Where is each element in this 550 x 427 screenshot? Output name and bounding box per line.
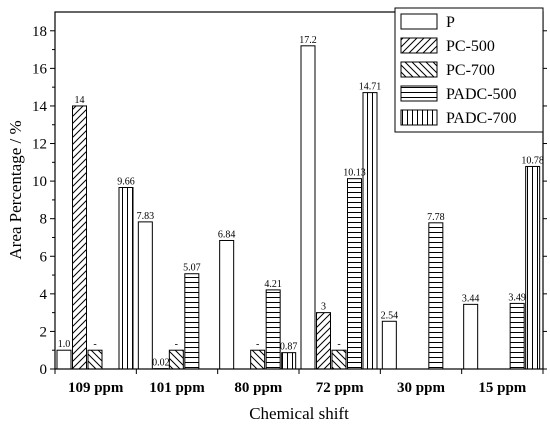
y-axis-title: Area Percentage / %	[6, 120, 25, 259]
y-tick-label-10: 10	[32, 174, 47, 190]
axes: 0 2 4 6 8 10 12 14 16 18 109 ppm 101 ppm 80 ppm 72 pp…	[32, 11, 547, 396]
data-label-p-2: 6.84	[218, 229, 236, 240]
legend-label-p: P	[446, 14, 455, 31]
data-label-pc-700-2: -	[256, 339, 259, 350]
data-label-padc-500-3: 10.13	[343, 168, 366, 179]
bar-padc-500-4	[428, 222, 444, 370]
data-label-padc-500-2: 4.21	[264, 279, 282, 290]
data-label-padc-700-2: 0.87	[280, 342, 298, 353]
data-label-padc-500-5: 3.49	[508, 292, 526, 303]
bar-p-2	[219, 239, 235, 370]
bar-pc-700-3	[331, 349, 347, 370]
legend-label-pc-500: PC-500	[446, 38, 495, 55]
x-tick-label-3: 72 ppm	[316, 380, 364, 396]
legend-label-pc-700: PC-700	[446, 62, 495, 79]
data-label-padc-500-4: 7.78	[427, 212, 445, 223]
bar-pc-500-0	[72, 105, 87, 370]
data-label-pc-500-0: 14	[75, 95, 85, 106]
data-label-pc-500-3: 3	[321, 302, 326, 313]
data-label-p-0: 1.0	[58, 339, 71, 350]
bar-p-1	[137, 221, 153, 370]
data-label-p-3: 17.2	[299, 35, 317, 46]
bar-padc-700-5	[525, 165, 541, 370]
data-label-pc-500-1: 0.02	[152, 358, 170, 369]
legend-items: P PC-500 PC-700 PADC-500 PADC-700	[400, 13, 517, 127]
legend-swatch-pc-500	[400, 37, 438, 54]
y-tick-label-4: 4	[40, 287, 48, 303]
y-tick-label-0: 0	[40, 362, 48, 378]
legend-swatch-pc-700	[400, 61, 438, 78]
data-label-pc-700-3: -	[337, 339, 340, 350]
data-label-padc-500-1: 5.07	[183, 263, 201, 274]
data-label-padc-700-5: 10.78	[521, 155, 544, 166]
data-label-p-4: 2.54	[381, 310, 399, 321]
bar-p-4	[381, 320, 397, 370]
legend-label-padc-500: PADC-500	[446, 86, 517, 103]
data-label-pc-700-0: -	[93, 339, 96, 350]
bars-layer	[56, 45, 541, 370]
legend-swatch-padc-500	[400, 85, 438, 102]
bar-p-5	[463, 303, 479, 370]
x-axis-title: Chemical shift	[249, 404, 349, 423]
y-tick-label-2: 2	[40, 324, 48, 340]
x-tick-label-2: 80 ppm	[234, 380, 282, 396]
data-label-padc-700-3: 14.71	[359, 82, 382, 93]
bar-pc-700-1	[168, 349, 184, 370]
legend-label-padc-700: PADC-700	[446, 110, 517, 127]
bar-padc-500-3	[347, 178, 362, 370]
y-tick-label-6: 6	[40, 249, 48, 265]
bar-pc-700-0	[87, 349, 103, 370]
data-label-pc-700-1: -	[175, 339, 178, 350]
bar-padc-500-1	[184, 273, 200, 370]
y-tick-label-8: 8	[40, 212, 48, 228]
x-tick-label-4: 30 ppm	[397, 380, 445, 396]
bar-padc-500-5	[509, 302, 525, 370]
y-tick-label-16: 16	[32, 61, 48, 77]
data-label-p-5: 3.44	[462, 293, 480, 304]
bar-padc-700-3	[362, 92, 378, 370]
data-label-padc-700-0: 9.66	[117, 176, 135, 187]
bar-padc-500-2	[265, 289, 281, 370]
bar-p-0	[56, 349, 72, 370]
legend-swatch-padc-700	[400, 109, 438, 126]
bar-p-3	[300, 45, 316, 370]
bar-padc-700-2	[281, 352, 297, 370]
data-labels-layer: 1.0 7.83 6.84 17.2 2.54 3.44 14 0.02 3 - - - - 5.07 4.…	[58, 35, 544, 369]
y-tick-label-18: 18	[32, 24, 47, 40]
x-tick-label-1: 101 ppm	[149, 380, 205, 396]
x-tick-label-5: 15 ppm	[478, 380, 526, 396]
bar-padc-700-0	[118, 186, 134, 370]
data-label-p-1: 7.83	[137, 211, 155, 222]
bar-pc-700-2	[250, 349, 266, 370]
x-tick-label-0: 109 ppm	[68, 380, 124, 396]
y-tick-label-14: 14	[32, 99, 48, 115]
legend: P PC-500 PC-700 PADC-500 PADC-700	[394, 7, 544, 133]
bar-pc-500-3	[316, 312, 331, 370]
y-tick-label-12: 12	[32, 137, 47, 153]
legend-swatch-p	[400, 13, 438, 30]
